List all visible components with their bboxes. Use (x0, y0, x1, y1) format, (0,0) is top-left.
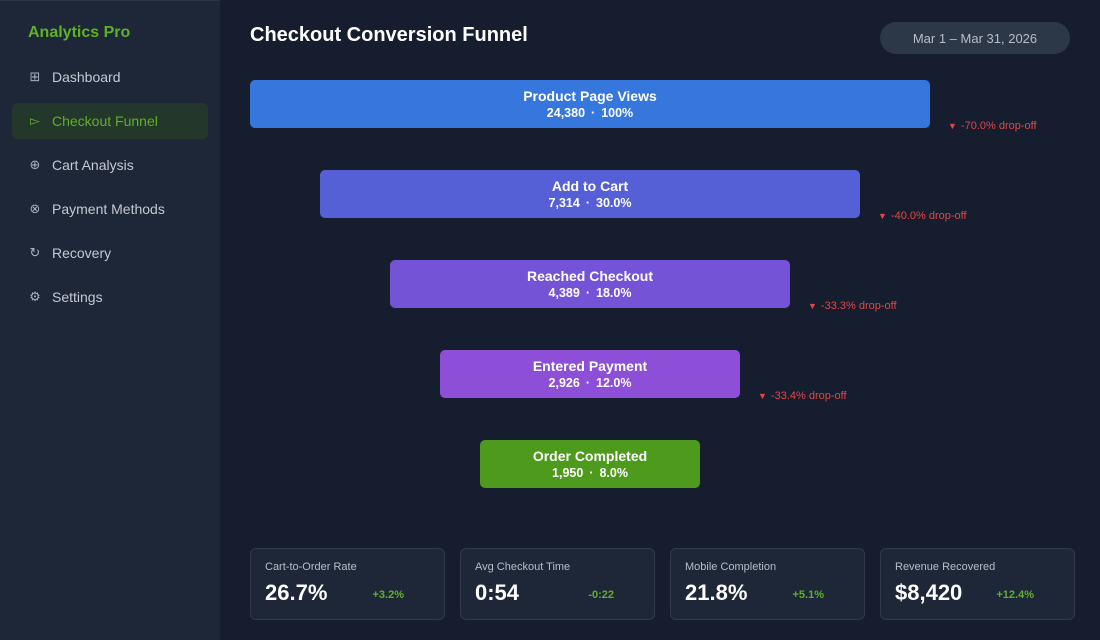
kpi-value: $8,420 (895, 580, 963, 605)
stage-metrics: 1,950 · 8.0% (552, 465, 628, 481)
kpi-card-avg-checkout-time[interactable]: Avg Checkout Time 0:54 -0:22 (460, 548, 655, 620)
sidebar-item-payment-methods[interactable]: ⊗ Payment Methods (12, 191, 208, 227)
kpi-delta: +3.2% (372, 589, 405, 601)
stage-metrics: 4,389 · 18.0% (549, 285, 632, 301)
separator-dot: · (589, 466, 594, 480)
funnel-stage-entered-payment[interactable]: Entered Payment 2,926 · 12.0% (440, 350, 740, 398)
dropoff-label: ▼ -70.0% drop-off (948, 120, 1037, 132)
kpi-title: Avg Checkout Time (475, 561, 571, 573)
sidebar-item-dashboard[interactable]: ⊞ Dashboard (12, 59, 208, 95)
date-range-picker[interactable]: Mar 1 – Mar 31, 2026 (880, 22, 1070, 54)
dropoff-label: ▼ -33.4% drop-off (758, 390, 847, 402)
kpi-title: Cart-to-Order Rate (265, 561, 357, 573)
kpi-delta: -0:22 (588, 589, 614, 601)
kpi-value: 26.7% (265, 580, 328, 605)
kpi-title: Mobile Completion (685, 561, 777, 573)
stage-label: Order Completed (532, 448, 648, 464)
sidebar-item-label: Settings (52, 289, 103, 305)
stage-count: 4,389 (548, 286, 580, 300)
sidebar-item-cart-analysis[interactable]: ⊕ Cart Analysis (12, 147, 208, 183)
sidebar-item-label: Recovery (52, 245, 112, 261)
page-title: Checkout Conversion Funnel (250, 24, 528, 46)
sidebar-item-label: Dashboard (52, 69, 121, 85)
separator-dot: · (585, 376, 590, 390)
down-triangle-icon: ▼ (878, 211, 887, 221)
separator-dot: · (585, 196, 590, 210)
stage-label: Entered Payment (532, 358, 648, 374)
kpi-delta: +5.1% (792, 589, 825, 601)
grid-icon: ⊞ (29, 69, 41, 84)
funnel-stage-product-page-views[interactable]: Product Page Views 24,380 · 100% (250, 80, 930, 128)
payment-icon: ⊗ (29, 201, 41, 216)
funnel-icon: ▻ (30, 113, 40, 128)
stage-count: 2,926 (548, 376, 580, 390)
cart-icon: ⊕ (29, 157, 41, 172)
stage-percent: 12.0% (596, 376, 632, 390)
dropoff-value: -33.4% drop-off (770, 390, 847, 402)
kpi-card-cart-to-order-rate[interactable]: Cart-to-Order Rate 26.7% +3.2% (250, 548, 445, 620)
brand-logo: Analytics Pro (28, 24, 131, 41)
down-triangle-icon: ▼ (808, 301, 817, 311)
stage-percent: 100% (601, 106, 634, 120)
sidebar-item-label: Checkout Funnel (52, 113, 158, 129)
sidebar-item-label: Cart Analysis (52, 157, 134, 173)
kpi-delta: +12.4% (996, 589, 1034, 601)
separator-dot: · (585, 286, 590, 300)
funnel-stage-order-completed[interactable]: Order Completed 1,950 · 8.0% (480, 440, 700, 488)
stage-metrics: 2,926 · 12.0% (549, 375, 632, 391)
sidebar-item-checkout-funnel[interactable]: ▻ Checkout Funnel (12, 103, 208, 139)
separator-dot: · (591, 106, 596, 120)
funnel-stage-add-to-cart[interactable]: Add to Cart 7,314 · 30.0% (320, 170, 860, 218)
gear-icon: ⚙ (29, 289, 41, 304)
stage-percent: 18.0% (596, 286, 632, 300)
dropoff-label: ▼ -33.3% drop-off (808, 300, 897, 312)
dropoff-value: -70.0% drop-off (960, 120, 1037, 132)
kpi-value: 0:54 (475, 580, 520, 605)
dropoff-label: ▼ -40.0% drop-off (878, 210, 967, 222)
down-triangle-icon: ▼ (948, 121, 957, 131)
stage-count: 1,950 (552, 466, 584, 480)
stage-label: Reached Checkout (526, 268, 654, 284)
sidebar: Analytics Pro ⊞ Dashboard ▻ Checkout Fun… (0, 0, 220, 640)
main-content: Checkout Conversion Funnel Mar 1 – Mar 3… (220, 0, 1100, 640)
refresh-icon: ↻ (29, 245, 41, 260)
kpi-value: 21.8% (685, 580, 748, 605)
sidebar-item-settings[interactable]: ⚙ Settings (12, 279, 208, 315)
sidebar-item-recovery[interactable]: ↻ Recovery (12, 235, 208, 271)
stage-metrics: 7,314 · 30.0% (549, 195, 632, 211)
stage-percent: 8.0% (599, 466, 628, 480)
sidebar-nav: ⊞ Dashboard ▻ Checkout Funnel ⊕ Cart Ana… (12, 59, 208, 323)
stage-percent: 30.0% (596, 196, 632, 210)
kpi-card-mobile-completion[interactable]: Mobile Completion 21.8% +5.1% (670, 548, 865, 620)
stage-label: Product Page Views (523, 88, 657, 104)
dropoff-value: -40.0% drop-off (890, 210, 967, 222)
dropoff-value: -33.3% drop-off (820, 300, 897, 312)
down-triangle-icon: ▼ (758, 391, 767, 401)
kpi-title: Revenue Recovered (895, 561, 996, 573)
kpi-cards: Cart-to-Order Rate 26.7% +3.2% Avg Check… (250, 548, 1076, 620)
sidebar-item-label: Payment Methods (52, 201, 165, 217)
kpi-card-revenue-recovered[interactable]: Revenue Recovered $8,420 +12.4% (880, 548, 1075, 620)
stage-metrics: 24,380 · 100% (547, 105, 633, 121)
stage-label: Add to Cart (551, 178, 629, 194)
stage-count: 24,380 (546, 106, 586, 120)
funnel-stage-reached-checkout[interactable]: Reached Checkout 4,389 · 18.0% (390, 260, 790, 308)
stage-count: 7,314 (548, 196, 580, 210)
